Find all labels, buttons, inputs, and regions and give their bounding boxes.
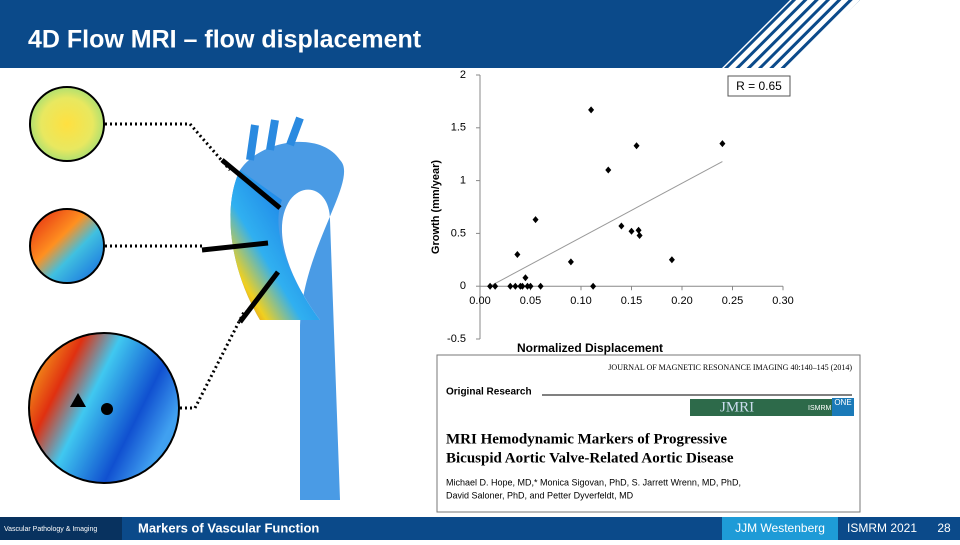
point bbox=[519, 282, 526, 290]
point bbox=[605, 166, 612, 174]
paper-logo: JMRI bbox=[720, 399, 754, 415]
x-tick-label: 0.25 bbox=[722, 295, 743, 307]
x-axis-label: Normalized Displacement bbox=[517, 341, 663, 355]
x-tick-label: 0.30 bbox=[772, 295, 793, 307]
point bbox=[522, 274, 529, 282]
y-tick-label: -0.5 bbox=[447, 333, 466, 345]
footer-bar bbox=[0, 517, 960, 540]
point bbox=[492, 282, 499, 290]
footer-presenter: JJM Westenberg bbox=[735, 521, 825, 535]
point bbox=[512, 282, 519, 290]
header-stripes bbox=[722, 0, 860, 68]
footer-page: 28 bbox=[937, 521, 951, 535]
paper-journal: JOURNAL OF MAGNETIC RESONANCE IMAGING 40… bbox=[608, 363, 852, 372]
point bbox=[636, 232, 643, 240]
y-tick-label: 1 bbox=[460, 175, 466, 187]
point bbox=[524, 282, 531, 290]
paper-section: Original Research bbox=[446, 387, 532, 398]
point bbox=[590, 282, 597, 290]
point bbox=[537, 282, 544, 290]
badge bbox=[832, 398, 854, 416]
point bbox=[668, 256, 675, 264]
paper-society: ISMRM bbox=[808, 405, 832, 412]
footer-meeting: ISMRM 2021 bbox=[847, 521, 917, 535]
logo-bar bbox=[690, 399, 840, 416]
annotation-box bbox=[727, 75, 791, 97]
point bbox=[635, 226, 642, 234]
point bbox=[527, 282, 534, 290]
aorta-illustration bbox=[28, 86, 345, 500]
point bbox=[567, 258, 574, 266]
point bbox=[618, 222, 625, 230]
y-axis-label: Growth (mm/year) bbox=[430, 160, 442, 254]
footer-presenter-bg bbox=[722, 517, 838, 540]
footer-topic: Markers of Vascular Function bbox=[138, 520, 319, 535]
x-tick-label: 0.10 bbox=[570, 295, 591, 307]
point bbox=[507, 282, 514, 290]
footer-group-bg bbox=[0, 517, 122, 540]
point bbox=[487, 282, 494, 290]
x-tick-label: 0.05 bbox=[520, 295, 541, 307]
y-tick-label: 0 bbox=[460, 280, 466, 292]
paper-box bbox=[436, 354, 861, 513]
annotation: R = 0.65 bbox=[736, 79, 782, 93]
scatter-chart: -0.5 0 0.5 1 1.5 2 0.00 0.05 0.10 0.15 0.20 0.25 0.3… bbox=[447, 69, 794, 345]
point bbox=[532, 216, 539, 224]
y-tick-label: 2 bbox=[460, 69, 466, 81]
y-tick-label: 1.5 bbox=[451, 122, 466, 134]
point bbox=[633, 142, 640, 150]
paper-authors: Michael D. Hope, MD,* Monica Sigovan, Ph… bbox=[446, 477, 741, 487]
header-bar bbox=[0, 0, 800, 68]
point bbox=[588, 106, 595, 114]
paper-authors: David Saloner, PhD, and Petter Dyverfeld… bbox=[446, 490, 634, 500]
paper-badge: ONE bbox=[834, 398, 851, 407]
paper-title: MRI Hemodynamic Markers of Progressive bbox=[446, 431, 727, 447]
point bbox=[628, 227, 635, 235]
x-tick-label: 0.15 bbox=[621, 295, 642, 307]
paper-title: Bicuspid Aortic Valve-Related Aortic Dis… bbox=[446, 450, 734, 466]
point bbox=[514, 251, 521, 259]
x-tick-label: 0.00 bbox=[469, 295, 490, 307]
trendline bbox=[489, 161, 723, 287]
footer-group: Vascular Pathology & Imaging bbox=[4, 526, 97, 533]
x-tick-label: 0.20 bbox=[671, 295, 692, 307]
y-tick-label: 0.5 bbox=[451, 227, 466, 239]
slide-title: 4D Flow MRI – flow displacement bbox=[28, 26, 422, 54]
point bbox=[719, 140, 726, 148]
